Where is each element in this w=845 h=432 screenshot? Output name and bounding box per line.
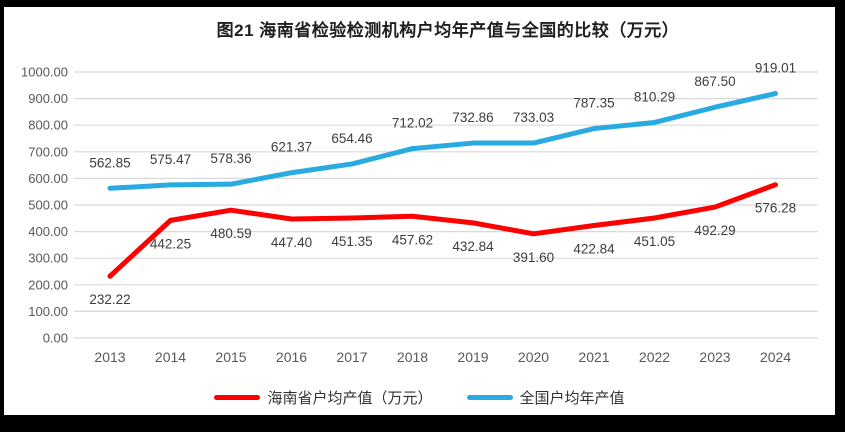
svg-text:712.02: 712.02 — [392, 116, 433, 131]
svg-text:562.85: 562.85 — [89, 155, 130, 170]
chart-legend: 海南省户均产值（万元） 全国户均年产值 — [4, 387, 835, 408]
svg-text:919.01: 919.01 — [755, 61, 796, 76]
svg-text:732.86: 732.86 — [452, 110, 493, 125]
svg-text:432.84: 432.84 — [452, 239, 494, 254]
svg-text:2019: 2019 — [457, 349, 488, 365]
svg-text:480.59: 480.59 — [210, 226, 251, 241]
svg-text:654.46: 654.46 — [331, 131, 372, 146]
legend-label-hainan: 海南省户均产值（万元） — [267, 390, 433, 407]
svg-text:733.03: 733.03 — [513, 110, 554, 125]
svg-text:100.00: 100.00 — [28, 304, 68, 319]
svg-text:800.00: 800.00 — [28, 118, 68, 133]
svg-text:451.35: 451.35 — [331, 234, 372, 249]
svg-text:810.29: 810.29 — [634, 89, 675, 104]
svg-text:422.84: 422.84 — [573, 242, 615, 257]
svg-text:451.05: 451.05 — [634, 234, 675, 249]
svg-text:442.25: 442.25 — [150, 236, 191, 251]
svg-text:2014: 2014 — [155, 349, 186, 365]
svg-text:2024: 2024 — [760, 349, 791, 365]
svg-text:300.00: 300.00 — [28, 251, 68, 266]
legend-label-national: 全国户均年产值 — [519, 390, 625, 407]
svg-text:0.00: 0.00 — [43, 331, 68, 346]
svg-text:576.28: 576.28 — [755, 201, 796, 216]
svg-text:200.00: 200.00 — [28, 277, 68, 292]
svg-text:578.36: 578.36 — [210, 151, 251, 166]
svg-text:2020: 2020 — [518, 349, 549, 365]
national-line-swatch-icon — [466, 395, 513, 400]
legend-item-hainan: 海南省户均产值（万元） — [214, 387, 433, 408]
svg-text:2018: 2018 — [397, 349, 428, 365]
svg-text:500.00: 500.00 — [28, 198, 68, 213]
svg-text:232.22: 232.22 — [89, 292, 130, 307]
hainan-line-swatch-icon — [214, 395, 261, 400]
svg-text:575.47: 575.47 — [150, 152, 191, 167]
svg-text:492.29: 492.29 — [694, 223, 735, 238]
svg-text:700.00: 700.00 — [28, 144, 68, 159]
svg-text:2013: 2013 — [94, 349, 125, 365]
svg-text:447.40: 447.40 — [271, 235, 312, 250]
svg-text:457.62: 457.62 — [392, 232, 433, 247]
legend-item-national: 全国户均年产值 — [466, 387, 625, 408]
chart-title: 图21 海南省检验检测机构户均年产值与全国的比较（万元） — [216, 21, 680, 40]
svg-text:2023: 2023 — [699, 349, 730, 365]
chart-canvas: 0.00 100.00 200.00 300.00 400.00 500.00 600.00… — [21, 61, 818, 365]
svg-text:400.00: 400.00 — [28, 224, 68, 239]
svg-text:2022: 2022 — [639, 349, 670, 365]
svg-text:867.50: 867.50 — [694, 74, 735, 89]
svg-text:900.00: 900.00 — [28, 91, 68, 106]
chart-area: 0.00 100.00 200.00 300.00 400.00 500.00 600.00… — [4, 7, 835, 415]
svg-text:2021: 2021 — [578, 349, 609, 365]
svg-text:621.37: 621.37 — [271, 140, 312, 155]
svg-text:1000.00: 1000.00 — [21, 65, 68, 80]
svg-text:2017: 2017 — [336, 349, 367, 365]
svg-text:2015: 2015 — [215, 349, 246, 365]
svg-text:787.35: 787.35 — [573, 96, 614, 111]
svg-text:391.60: 391.60 — [513, 250, 554, 265]
svg-text:600.00: 600.00 — [28, 171, 68, 186]
svg-text:2016: 2016 — [276, 349, 307, 365]
